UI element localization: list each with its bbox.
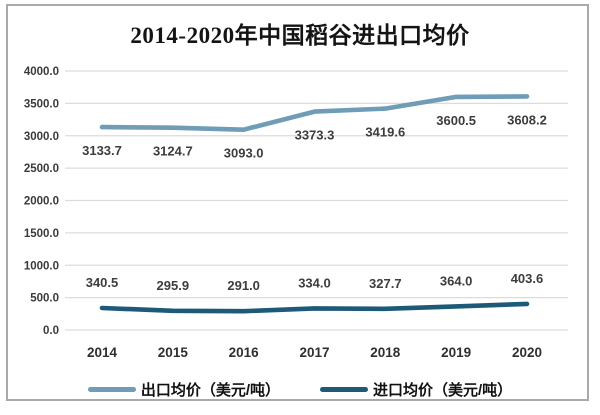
x-axis-tick-label: 2015: [158, 345, 189, 360]
data-point-label: 3608.2: [507, 112, 547, 127]
y-axis-tick-label: 0.0: [43, 325, 59, 337]
data-point-label: 403.6: [511, 271, 544, 286]
y-axis-tick-label: 3000.0: [24, 131, 59, 143]
data-point-label: 364.0: [440, 273, 473, 288]
legend-item-import: 进口均价（美元/吨）: [320, 379, 512, 400]
y-axis-tick-label: 2000.0: [24, 196, 59, 208]
x-axis-tick-label: 2017: [299, 345, 329, 360]
legend: 出口均价（美元/吨） 进口均价（美元/吨）: [0, 378, 600, 400]
data-point-label: 291.0: [227, 278, 260, 293]
chart-title: 2014-2020年中国稻谷进出口均价: [130, 23, 470, 48]
import-price-line: [99, 301, 530, 314]
data-point-label: 3133.7: [82, 143, 122, 158]
data-point-label: 3373.3: [295, 128, 335, 143]
y-axis-tick-label: 500.0: [30, 293, 59, 305]
data-point-label: 3419.6: [365, 125, 405, 140]
y-axis-tick-label: 3500.0: [24, 98, 59, 110]
export-line-swatch: [87, 386, 136, 392]
data-point-label: 327.7: [369, 276, 402, 291]
legend-item-export: 出口均价（美元/吨）: [87, 379, 280, 400]
legend-label-export: 出口均价（美元/吨）: [140, 381, 280, 399]
y-axis-tick-label: 2500.0: [24, 163, 59, 175]
y-axis-tick-label: 4000.0: [24, 66, 59, 78]
data-point-label: 340.5: [86, 275, 119, 290]
data-point-label: 3093.0: [224, 146, 264, 161]
data-point-label: 295.9: [157, 278, 190, 293]
data-point-label: 3124.7: [153, 144, 193, 159]
x-axis-tick-label: 2014: [87, 345, 118, 360]
chart-border-frame: [6, 4, 589, 401]
legend-label-import: 进口均价（美元/吨）: [373, 381, 513, 399]
x-axis-tick-label: 2018: [370, 345, 401, 360]
data-point-label: 334.0: [298, 275, 331, 290]
y-axis-tick-label: 1500.0: [24, 228, 59, 240]
import-line-swatch: [320, 386, 368, 392]
data-point-label: 3600.5: [436, 113, 476, 128]
y-axis-tick-label: 1000.0: [24, 260, 59, 272]
x-axis-tick-label: 2019: [441, 345, 471, 360]
x-axis-tick-label: 2020: [512, 345, 542, 360]
export-price-line: [99, 94, 530, 132]
x-axis-tick-label: 2016: [229, 345, 260, 360]
